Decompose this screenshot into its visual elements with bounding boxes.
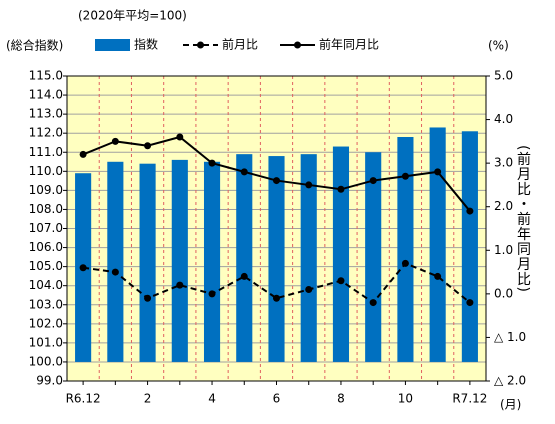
point [240, 272, 248, 280]
y2-tick-label: 0.0 [494, 286, 513, 300]
bar [236, 154, 253, 362]
point [208, 159, 216, 167]
y-tick-label: 111.0 [29, 145, 63, 159]
point [434, 168, 442, 176]
y-tick-label: 110.0 [29, 164, 63, 178]
x-tick-label: R6.12 [66, 392, 101, 406]
y-tick-label: 105.0 [29, 259, 63, 273]
point [466, 299, 474, 307]
point [144, 294, 152, 302]
bar [268, 156, 285, 362]
point [337, 185, 345, 193]
y2-tick-label: 5.0 [494, 69, 513, 83]
y-tick-label: 101.0 [29, 335, 63, 349]
point [176, 281, 184, 289]
x-tick-label: 6 [273, 392, 281, 406]
y-axis-label: (総合指数) [6, 38, 63, 53]
legend-marker [294, 41, 301, 49]
point [111, 268, 119, 276]
point [369, 177, 377, 185]
legend-swatch [95, 39, 130, 51]
legend-marker [197, 41, 204, 49]
point [240, 168, 248, 176]
y2-tick-label: 3.0 [494, 156, 513, 170]
point [208, 290, 216, 298]
y-tick-label: 107.0 [29, 221, 63, 235]
x-axis-unit: (月) [500, 398, 521, 412]
point [369, 299, 377, 307]
y-tick-label: 102.0 [29, 316, 63, 330]
y-tick-label: 100.0 [29, 354, 63, 368]
bar [332, 146, 350, 362]
y2-tick-label: 2.0 [494, 199, 513, 213]
bar [429, 127, 446, 362]
subtitle: (2020年平均=100) [78, 9, 187, 23]
y-tick-label: 103.0 [29, 297, 63, 311]
legend-label: 指数 [134, 37, 158, 52]
y2-tick-label: 1.0 [494, 243, 513, 257]
x-tick-label: R7.12 [452, 392, 487, 406]
bar [139, 163, 156, 362]
y-tick-label: 104.0 [29, 278, 63, 292]
point [466, 207, 474, 215]
point [305, 286, 313, 293]
point [273, 294, 280, 302]
point [144, 142, 152, 150]
legend-label: 前年同月比 [319, 37, 379, 52]
point [305, 181, 313, 189]
point [79, 150, 87, 158]
point [273, 177, 280, 185]
bar [203, 161, 221, 362]
y-tick-label: 106.0 [29, 240, 63, 254]
bar [107, 161, 124, 362]
y-tick-label: 108.0 [29, 202, 63, 216]
bar [365, 152, 382, 362]
point [176, 133, 184, 141]
y2-axis-unit: (%) [488, 39, 509, 53]
bar [461, 131, 478, 362]
y-tick-label: 115.0 [29, 69, 63, 83]
point [434, 272, 442, 280]
x-tick-label: 10 [398, 392, 413, 406]
y-tick-label: 113.0 [29, 107, 63, 121]
y-tick-label: 114.0 [29, 88, 63, 102]
bar [171, 159, 188, 362]
legend-label: 前月比 [222, 37, 258, 52]
bar [397, 137, 414, 362]
bar [300, 154, 317, 362]
y-tick-label: 109.0 [29, 183, 63, 197]
x-tick-label: 2 [144, 392, 152, 406]
x-tick-label: 4 [208, 392, 216, 406]
x-tick-label: 8 [337, 392, 345, 406]
y-tick-label: 99.0 [36, 374, 63, 388]
point [111, 137, 119, 145]
point [337, 277, 345, 285]
point [401, 172, 409, 180]
y-tick-label: 112.0 [29, 126, 63, 140]
point [401, 259, 409, 267]
y2-tick-label: 4.0 [494, 112, 513, 126]
y2-tick-label: △ 1.0 [494, 330, 526, 344]
y2-tick-label: △ 2.0 [494, 374, 526, 388]
y2-axis-label: (前月比・前年同月比) [515, 145, 531, 293]
point [79, 264, 87, 272]
